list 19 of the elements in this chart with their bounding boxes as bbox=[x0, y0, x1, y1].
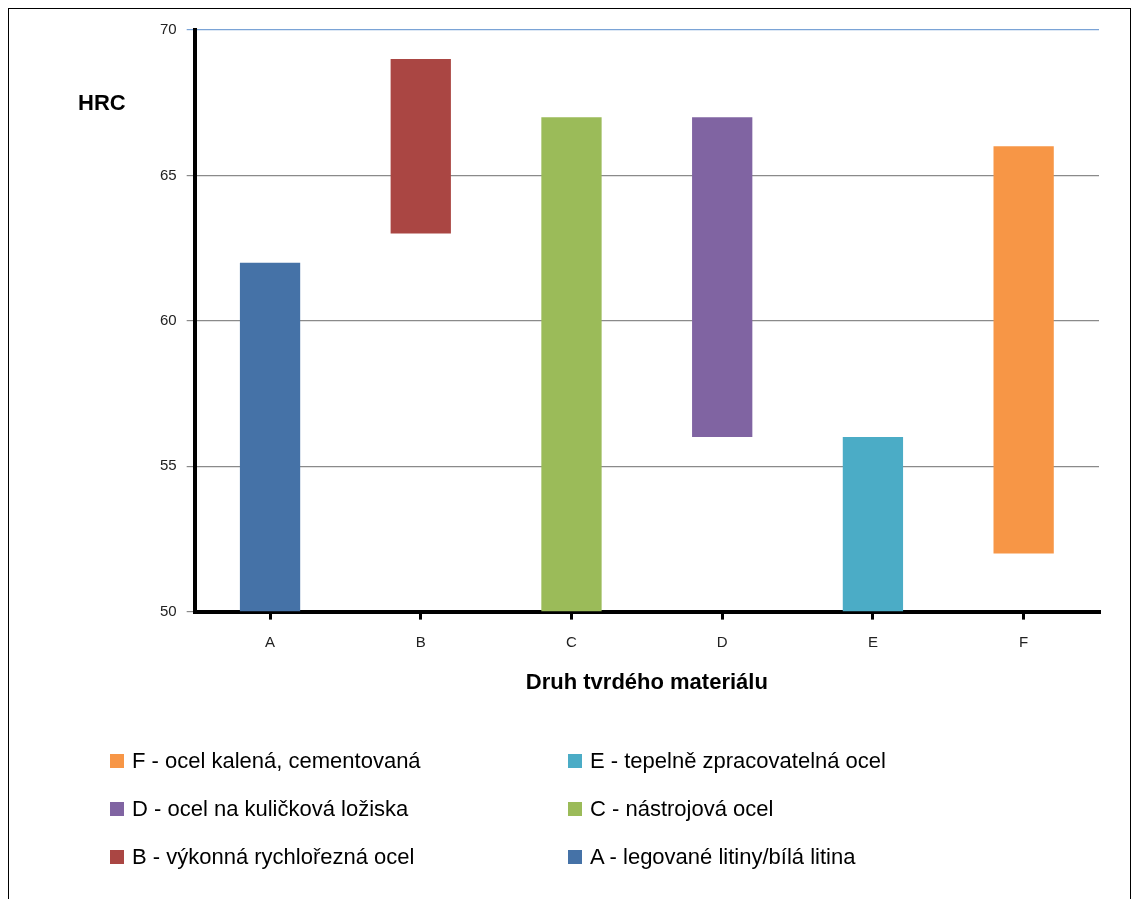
y-tick-label: 60 bbox=[160, 310, 177, 328]
legend-label: B - výkonná rychlořezná ocel bbox=[132, 844, 415, 870]
y-tick-label: 70 bbox=[160, 20, 177, 38]
legend-label: C - nástrojová ocel bbox=[590, 796, 774, 822]
y-tick-label: 55 bbox=[160, 456, 177, 474]
legend-label: F - ocel kalená, cementovaná bbox=[132, 748, 421, 774]
legend-label: D - ocel na kuličková ložiska bbox=[132, 796, 409, 822]
x-axis-title: Druh tvrdého materiálu bbox=[525, 668, 768, 694]
x-tick-label: D bbox=[716, 632, 728, 650]
x-tick-label: B bbox=[415, 632, 426, 650]
x-tick-label: E bbox=[867, 632, 878, 650]
y-tick-label: 65 bbox=[160, 165, 177, 183]
x-tick-label: A bbox=[265, 632, 276, 650]
x-tick-label: C bbox=[566, 632, 578, 650]
y-tick-label: 50 bbox=[160, 601, 177, 619]
legend-label: A - legované litiny/bílá litina bbox=[590, 844, 856, 870]
y-axis-title: HRC bbox=[78, 90, 126, 116]
legend-label: E - tepelně zpracovatelná ocel bbox=[590, 748, 886, 774]
x-tick-label: F bbox=[1019, 632, 1029, 650]
